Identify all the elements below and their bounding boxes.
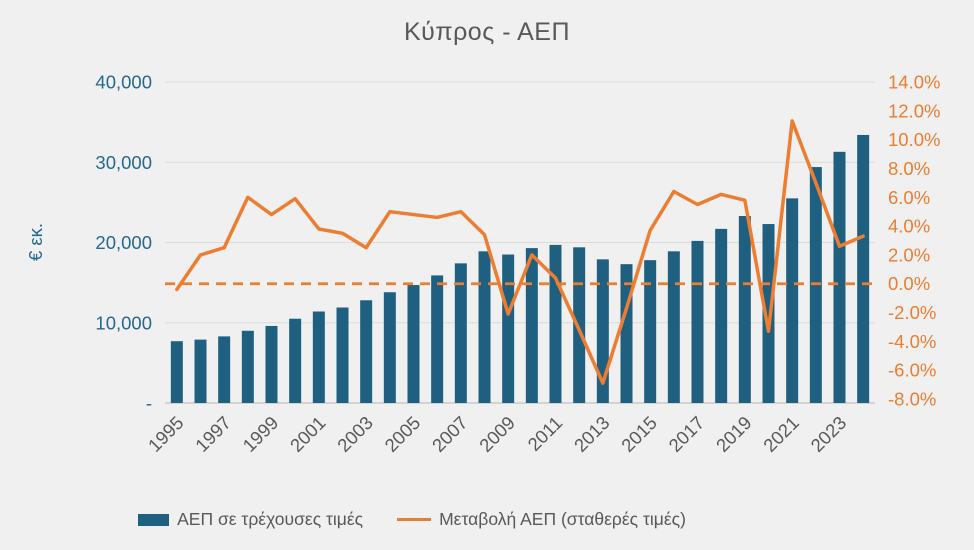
bar-1997 xyxy=(218,336,231,403)
legend-label-gdp-change-line: Μεταβολή ΑΕΠ (σταθερές τιμές) xyxy=(439,509,686,529)
bar-2018 xyxy=(715,228,728,403)
bar-2009 xyxy=(502,254,515,403)
bar-2007 xyxy=(454,263,467,403)
x-axis-tick: 2013 xyxy=(570,412,614,456)
chart-title: Κύπρος - ΑΕΠ xyxy=(403,18,570,46)
x-axis-tick: 1999 xyxy=(238,412,282,456)
left-axis-tick: 40,000 xyxy=(95,72,152,93)
bar-2002 xyxy=(336,307,349,403)
bar-2021 xyxy=(786,198,799,403)
right-axis-tick: 12.0% xyxy=(888,100,940,121)
x-axis-tick: 2015 xyxy=(617,412,661,456)
bar-2003 xyxy=(360,300,373,403)
left-axis-tick: - xyxy=(146,393,152,414)
left-axis-title: € εκ. xyxy=(25,223,46,261)
x-axis-tick: 2023 xyxy=(806,412,850,456)
x-axis-tick: 2017 xyxy=(664,412,708,456)
x-axis-tick: 2001 xyxy=(286,412,330,456)
bar-2001 xyxy=(312,311,325,403)
bar-2015 xyxy=(644,260,657,403)
right-axis-tick: 6.0% xyxy=(888,187,930,208)
x-axis-tick: 2003 xyxy=(333,412,377,456)
bar-2020 xyxy=(762,224,775,403)
legend-label-gdp-bars: ΑΕΠ σε τρέχουσες τιμές xyxy=(177,509,364,529)
x-axis-tick: 2021 xyxy=(759,412,803,456)
chart-legend: ΑΕΠ σε τρέχουσες τιμές Μεταβολή ΑΕΠ (στα… xyxy=(0,509,824,530)
x-axis-tick: 2007 xyxy=(428,412,472,456)
bar-2006 xyxy=(431,275,444,403)
bar-1999 xyxy=(265,325,278,403)
x-axis-tick: 2019 xyxy=(712,412,756,456)
legend-item-gdp-change-line: Μεταβολή ΑΕΠ (σταθερές τιμές) xyxy=(397,509,686,530)
bar-2004 xyxy=(383,292,396,403)
bar-1998 xyxy=(241,330,254,403)
right-axis-tick: 14.0% xyxy=(888,72,940,93)
bar-series-swatch xyxy=(138,513,170,526)
bar-2013 xyxy=(596,259,609,403)
right-axis-tick: -2.0% xyxy=(888,302,936,323)
x-axis-tick: 1997 xyxy=(191,412,235,456)
right-axis-tick: 2.0% xyxy=(888,244,930,265)
x-axis-tick: 2011 xyxy=(523,412,566,455)
x-axis-tick: 2009 xyxy=(475,412,519,456)
bar-1995 xyxy=(170,341,183,403)
bar-2017 xyxy=(691,240,704,403)
bar-1996 xyxy=(194,339,207,403)
left-axis-tick: 20,000 xyxy=(95,232,152,253)
left-axis-tick: 30,000 xyxy=(95,152,152,173)
gdp-change-line xyxy=(175,119,865,385)
x-axis-tick: 1995 xyxy=(144,412,188,456)
bar-2000 xyxy=(289,318,302,403)
bar-2019 xyxy=(738,216,751,403)
right-axis-tick: 8.0% xyxy=(888,158,930,179)
bar-2023 xyxy=(833,151,846,403)
bar-2024 xyxy=(857,134,870,403)
right-axis-tick: 4.0% xyxy=(888,216,930,237)
left-axis-tick: 10,000 xyxy=(95,312,152,333)
bar-2016 xyxy=(667,251,680,403)
x-axis-tick: 2005 xyxy=(380,412,424,456)
bar-2012 xyxy=(573,247,586,403)
right-axis-tick: 10.0% xyxy=(888,129,940,150)
bar-2011 xyxy=(549,244,562,403)
right-axis-tick: 0.0% xyxy=(888,273,930,294)
right-axis-tick: -8.0% xyxy=(888,389,936,410)
line-series-swatch xyxy=(397,518,432,521)
right-axis-tick: -6.0% xyxy=(888,360,936,381)
right-axis-tick: -4.0% xyxy=(888,331,936,352)
bar-2005 xyxy=(407,285,420,403)
bar-2010 xyxy=(525,248,538,403)
bar-2008 xyxy=(478,251,491,403)
legend-item-gdp-bars: ΑΕΠ σε τρέχουσες τιμές xyxy=(138,509,363,530)
